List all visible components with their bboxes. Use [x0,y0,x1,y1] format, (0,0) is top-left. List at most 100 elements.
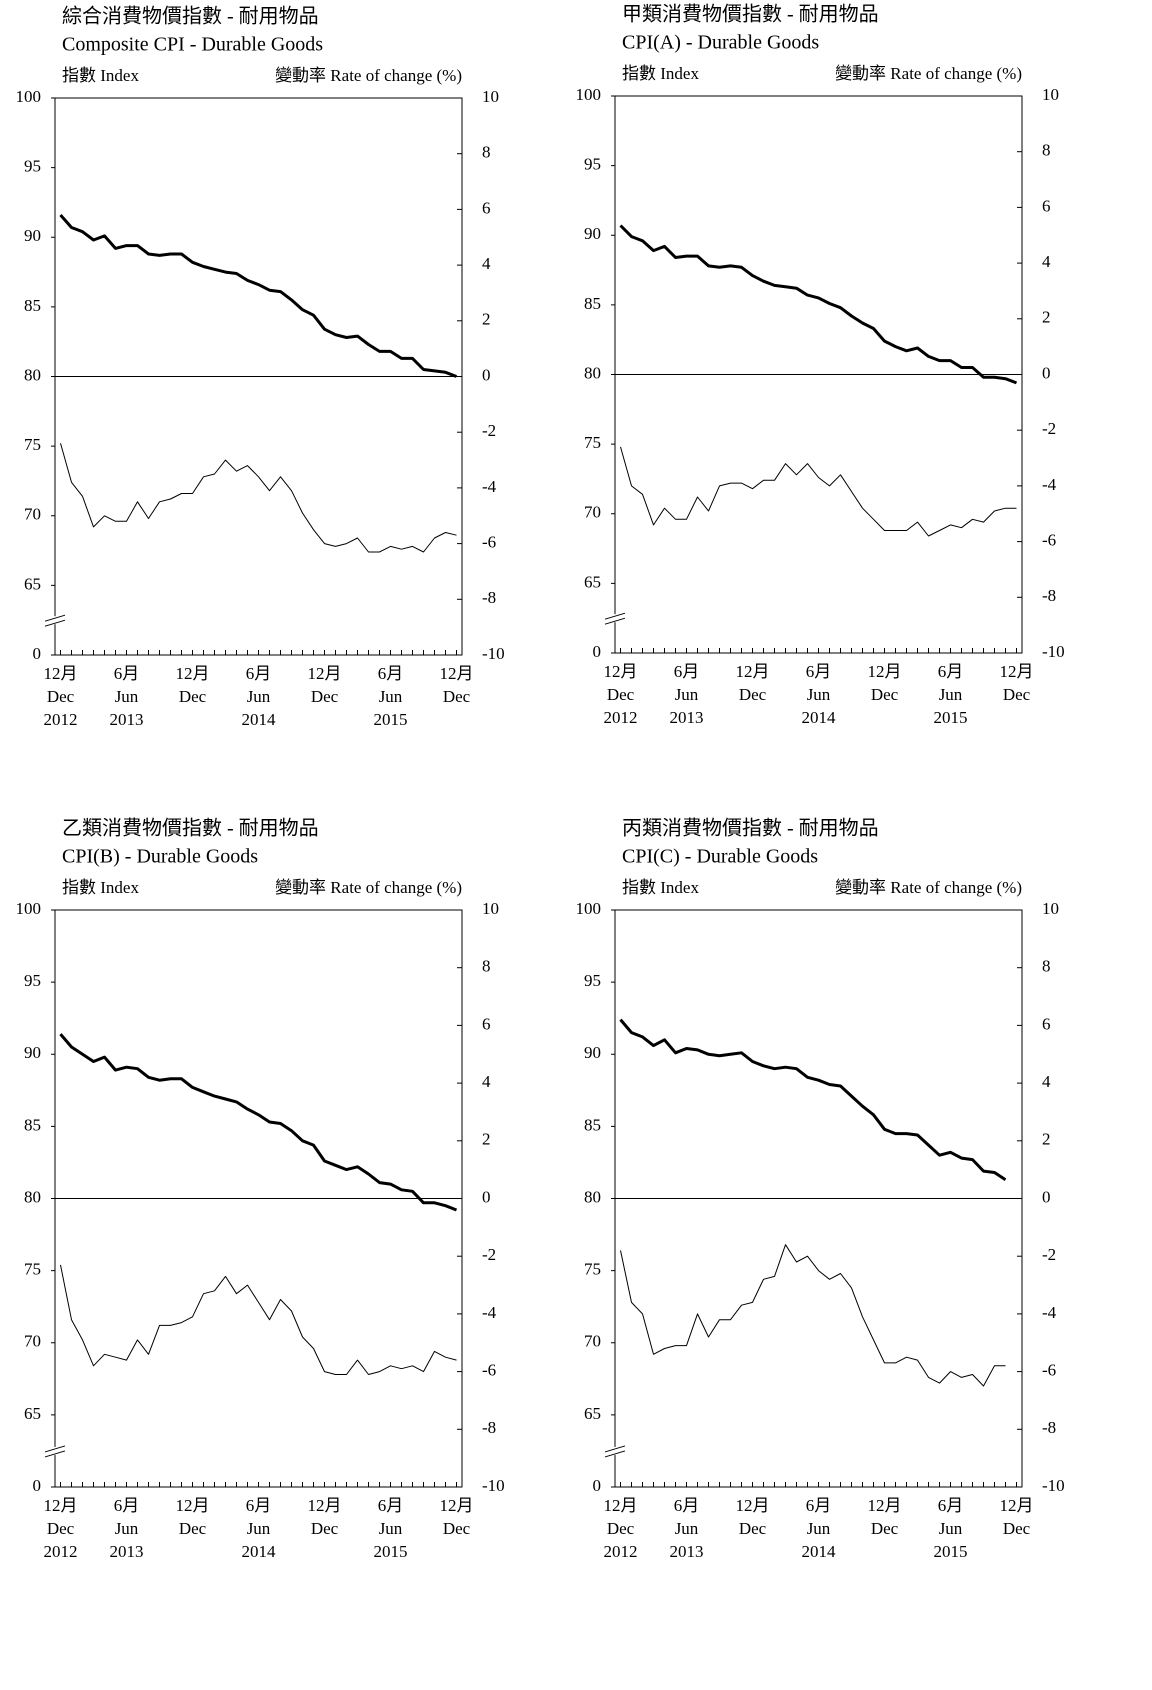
x-tick-label: Jun [675,1519,699,1538]
y2-tick-label: -4 [1042,1303,1057,1322]
y2-tick-label: 6 [1042,1014,1051,1033]
y-tick-label: 65 [24,1404,41,1423]
x-tick-label: 2014 [242,1542,277,1561]
y-axis-label: 指數 Index [622,64,699,83]
x-tick-label: 6月 [246,1496,272,1515]
y2-tick-label: 4 [482,254,491,273]
y2-tick-label: 8 [482,957,491,976]
x-tick-label: 12月 [604,1496,638,1515]
x-tick-label: Dec [47,687,75,706]
x-tick-label: 2014 [802,708,837,727]
chart-panel: 丙類消費物價指數 - 耐用物品 CPI(C) - Durable Goods 指數 … [576,817,1065,1561]
x-tick-label: 12月 [44,1496,78,1515]
chart-title: 甲類消費物價指數 - 耐用物品 [622,3,879,26]
chart-title: 綜合消費物價指數 - 耐用物品 [62,5,319,28]
y-tick-label: 100 [576,899,602,918]
x-tick-label: 2012 [44,710,78,729]
y2-tick-label: 2 [482,310,491,329]
y2-tick-label: 8 [1042,141,1051,160]
y-tick-label: 85 [584,294,601,313]
y2-axis-label: 變動率 Rate of change (%) [275,878,462,897]
x-tick-label: Dec [179,1519,207,1538]
y2-tick-label: 8 [1042,957,1051,976]
y-tick-label: 65 [584,572,601,591]
y2-tick-label: 4 [1042,252,1051,271]
x-tick-label: 2013 [110,1542,144,1561]
y-tick-label: 85 [584,1115,601,1134]
y2-tick-label: 4 [1042,1072,1051,1091]
x-tick-label: 6月 [938,1496,964,1515]
y-tick-label: 0 [33,1476,42,1495]
x-tick-label: 12月 [1000,662,1034,681]
x-tick-label: 12月 [1000,1496,1034,1515]
series-line [620,1244,1006,1387]
x-tick-label: 2015 [934,708,968,727]
y2-tick-label: 6 [1042,196,1051,215]
x-tick-label: Dec [739,685,767,704]
y-axis-label: 指數 Index [62,878,139,897]
x-tick-label: Jun [807,1519,831,1538]
y2-tick-label: 10 [482,899,499,918]
axis-break-gap [613,614,617,623]
y2-tick-label: -2 [1042,419,1056,438]
x-tick-label: Jun [675,685,699,704]
x-tick-label: 12月 [176,1496,210,1515]
y-tick-label: 75 [24,1260,41,1279]
y-tick-label: 0 [33,644,42,663]
series-line [59,214,458,378]
chart-subtitle: Composite CPI - Durable Goods [62,34,323,56]
series-line [619,1018,1007,1181]
y2-tick-label: -2 [1042,1245,1056,1264]
chart-title: 丙類消費物價指數 - 耐用物品 [622,817,879,840]
x-tick-label: Dec [871,1519,899,1538]
axis-break [604,612,626,620]
x-tick-label: Dec [311,1519,339,1538]
y2-tick-label: -10 [482,1476,505,1495]
axis-break-gap [53,616,57,625]
series-line [619,224,1018,385]
y-tick-label: 75 [584,433,601,452]
x-tick-label: Dec [179,687,207,706]
y2-tick-label: 6 [482,198,491,217]
y2-tick-label: 0 [482,1187,491,1206]
x-tick-label: 6月 [378,664,404,683]
x-tick-label: 2012 [44,1542,78,1561]
x-tick-label: Jun [939,685,963,704]
series-line [60,443,457,553]
x-tick-label: Jun [379,1519,403,1538]
x-tick-label: 2014 [802,1542,837,1561]
x-tick-label: 12月 [736,1496,770,1515]
y2-tick-label: 2 [1042,308,1051,327]
x-tick-label: 2012 [604,1542,638,1561]
chart-panel: 乙類消費物價指數 - 耐用物品 CPI(B) - Durable Goods 指數 … [16,817,505,1561]
x-tick-label: 2012 [604,708,638,727]
y-tick-label: 80 [584,1187,601,1206]
axis-break [604,617,626,625]
y2-tick-label: -10 [1042,642,1065,661]
x-tick-label: Jun [115,687,139,706]
x-tick-label: 12月 [440,1496,474,1515]
y-tick-label: 75 [24,435,41,454]
y2-axis-label: 變動率 Rate of change (%) [835,64,1022,83]
y2-tick-label: -6 [482,533,496,552]
x-tick-label: Dec [47,1519,75,1538]
x-tick-label: 6月 [674,1496,700,1515]
y-tick-label: 95 [24,157,41,176]
y-tick-label: 90 [584,1043,601,1062]
x-tick-label: Dec [443,1519,471,1538]
y-tick-label: 70 [24,1332,41,1351]
x-tick-label: 2015 [374,1542,408,1561]
y-tick-label: 100 [576,85,602,104]
y-tick-label: 70 [584,503,601,522]
y-tick-label: 65 [24,574,41,593]
chart-subtitle: CPI(B) - Durable Goods [62,846,258,868]
x-tick-label: 2013 [670,708,704,727]
x-tick-label: 6月 [938,662,964,681]
y-tick-label: 75 [584,1260,601,1279]
x-tick-label: 12月 [868,662,902,681]
y-tick-label: 90 [24,1043,41,1062]
y2-tick-label: 6 [482,1014,491,1033]
x-tick-label: 2015 [374,710,408,729]
y2-axis-label: 變動率 Rate of change (%) [835,878,1022,897]
